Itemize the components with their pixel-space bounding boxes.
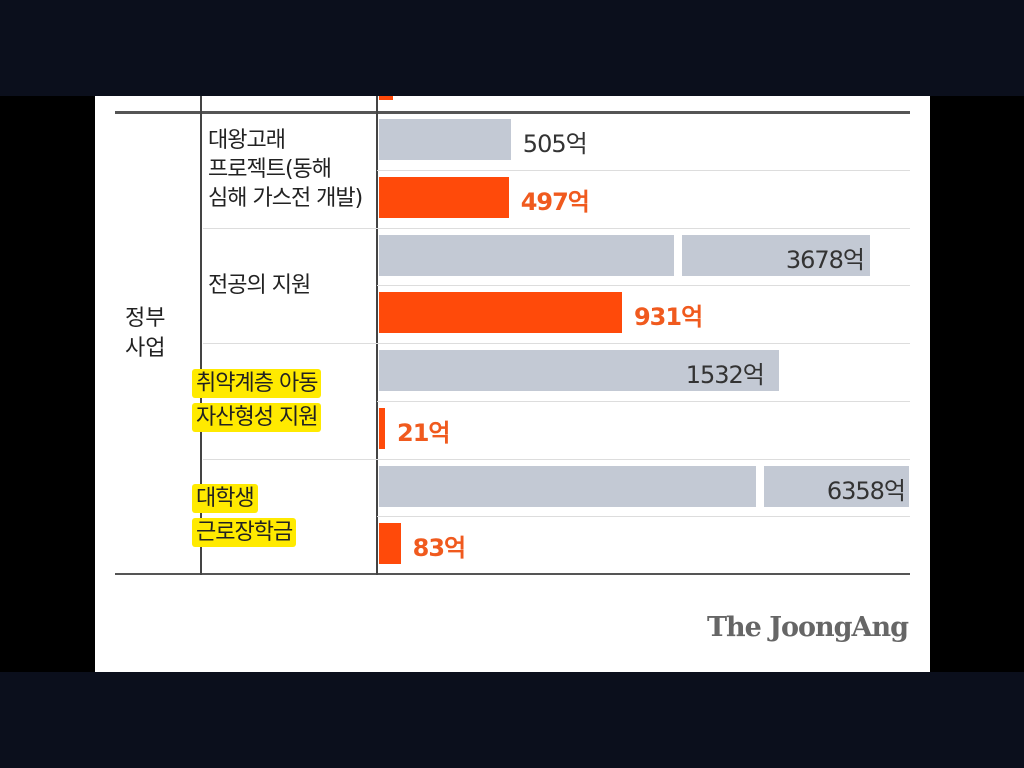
bar-gray-part1: [379, 465, 756, 507]
bar-gray-part1: [379, 234, 674, 276]
row-separator: [203, 227, 910, 229]
group-label: 정부 사업: [125, 304, 165, 364]
row-separator: [203, 343, 910, 344]
bar-gray-part2: [764, 465, 909, 507]
bar-orange: [379, 523, 401, 565]
axis-line: [376, 96, 378, 575]
label-divider: [200, 96, 202, 575]
data-label: 83억: [412, 534, 466, 563]
bar-gray: [379, 119, 511, 160]
bar-orange: [379, 176, 509, 218]
group-label-line: 정부: [125, 306, 166, 331]
category-label-line: 심해 가스전 개발): [208, 184, 363, 213]
data-label: 3678억: [785, 245, 865, 274]
bar-gray: [379, 350, 779, 391]
bar-orange: [379, 407, 385, 449]
data-label: 505억: [522, 130, 588, 158]
category-label-line: 취약계층 아동: [192, 367, 322, 401]
category-label-text: 프로젝트(동해: [208, 157, 332, 183]
category-label-line: 대학생: [192, 482, 296, 516]
data-label: 931억: [633, 303, 703, 332]
top-rule: [115, 111, 910, 114]
category-label-line: 근로장학금: [192, 516, 297, 550]
group-label-line: 사업: [125, 336, 166, 361]
data-label: 497억: [520, 187, 590, 216]
top-letterbox: [0, 0, 1024, 96]
data-label: 1532억: [685, 361, 765, 389]
source-logo: The JoongAng: [706, 612, 909, 643]
category-label: 전공의 지원: [208, 271, 311, 300]
category-label-text: 대학생: [192, 484, 258, 514]
data-label: 21억: [397, 418, 450, 447]
category-label-line: 프로젝트(동해: [208, 155, 362, 184]
row-separator: [377, 516, 910, 518]
category-label-text: 심해 가스전 개발): [208, 186, 363, 212]
row-separator: [377, 400, 910, 402]
category-label-text: 근로장학금: [192, 518, 297, 548]
row-separator: [377, 285, 910, 287]
clipped-bar-fragment: [379, 96, 393, 100]
bottom-rule: [115, 573, 910, 575]
category-label-text: 전공의 지원: [208, 272, 311, 298]
bottom-letterbox: [0, 672, 1024, 768]
category-label-text: 대왕고래: [208, 128, 286, 154]
bar-gray-part2: [682, 234, 870, 276]
category-label-text: 자산형성 지원: [192, 402, 322, 432]
category-label-text: 취약계층 아동: [192, 368, 322, 398]
bar-orange: [379, 292, 622, 334]
row-separator: [377, 169, 910, 171]
category-label-line: 자산형성 지원: [192, 401, 322, 435]
category-label-line: 전공의 지원: [208, 271, 311, 300]
row-separator: [203, 458, 910, 460]
category-label-line: 대왕고래: [208, 126, 362, 155]
data-label: 6358억: [826, 476, 906, 505]
